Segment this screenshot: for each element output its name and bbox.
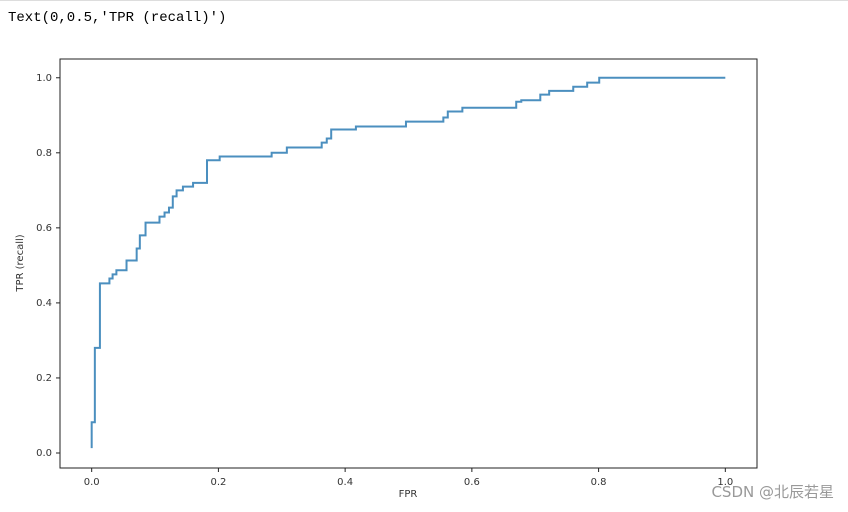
y-tick-label: 0.8	[36, 148, 52, 159]
axes-frame	[59, 58, 758, 469]
y-tick-label: 0.4	[36, 298, 52, 309]
y-tick-label: 0.6	[36, 223, 52, 234]
output-text: Text(0,0.5,'TPR (recall)')	[8, 10, 227, 26]
y-tick-label: 0.0	[36, 448, 52, 459]
x-axis-label: FPR	[399, 489, 418, 500]
roc-curve	[90, 76, 726, 449]
x-tick-label: 0.4	[337, 477, 353, 488]
x-tick-label: 0.2	[210, 477, 226, 488]
x-tick-label: 1.0	[717, 477, 733, 488]
y-tick-label: 0.2	[36, 373, 52, 384]
y-tick-label: 1.0	[36, 73, 52, 84]
x-tick-label: 0.6	[464, 477, 480, 488]
cell-border	[0, 0, 848, 1]
y-axis-label: TPR (recall)	[15, 234, 26, 292]
x-tick-label: 0.0	[84, 477, 100, 488]
watermark: CSDN @北辰若星	[711, 483, 834, 501]
x-tick-label: 0.8	[591, 477, 607, 488]
